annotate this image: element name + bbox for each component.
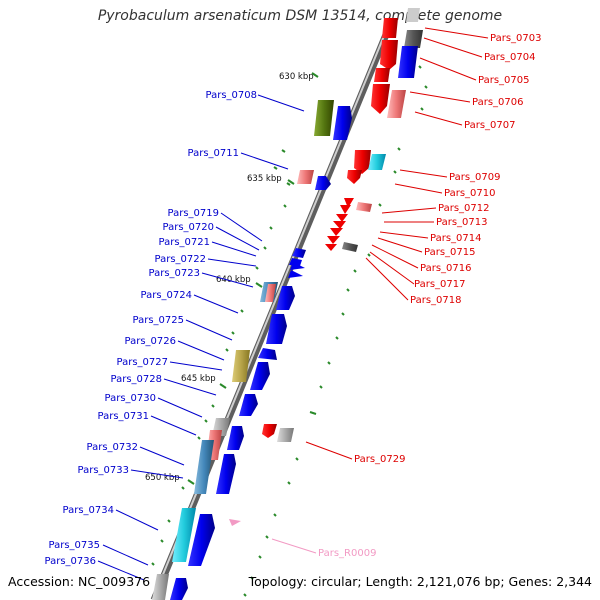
gene-feature[interactable] <box>404 30 423 48</box>
gene-label[interactable]: Pars_R0009 <box>318 548 376 559</box>
gene-feature[interactable] <box>368 154 386 170</box>
gene-label[interactable]: Pars_0731 <box>98 411 149 422</box>
gene-label[interactable]: Pars_0720 <box>163 222 214 233</box>
scale-label: 630 kbp <box>279 72 314 82</box>
gene-feature[interactable] <box>371 84 390 114</box>
gene-label[interactable]: Pars_0718 <box>410 295 461 306</box>
gene-feature[interactable] <box>336 214 348 222</box>
gene-feature[interactable] <box>292 248 306 258</box>
forward-strand-genes <box>152 100 352 600</box>
gene-feature[interactable] <box>398 46 418 78</box>
gene-label[interactable]: Pars_0735 <box>49 540 100 551</box>
right-gene-labels: Pars_0703 Pars_0704 Pars_0705 Pars_0706 … <box>354 33 541 465</box>
gene-feature[interactable] <box>344 198 354 208</box>
gene-feature[interactable] <box>216 454 236 494</box>
right-label-leaders <box>305 27 489 460</box>
gene-label[interactable]: Pars_0736 <box>45 556 96 567</box>
genome-summary-label: Topology: circular; Length: 2,121,076 bp… <box>248 574 592 589</box>
gene-label[interactable]: Pars_0710 <box>444 188 495 199</box>
gene-label[interactable]: Pars_0708 <box>206 90 257 101</box>
scale-label: 640 kbp <box>216 275 251 285</box>
gene-feature[interactable] <box>333 106 352 140</box>
gene-feature[interactable] <box>325 244 337 251</box>
gene-label[interactable]: Pars_0727 <box>117 357 168 368</box>
gene-label[interactable]: Pars_0733 <box>78 465 129 476</box>
gene-feature[interactable] <box>172 508 196 562</box>
gene-feature[interactable] <box>188 514 215 566</box>
gene-feature[interactable] <box>340 205 351 214</box>
gene-label[interactable]: Pars_0715 <box>424 247 475 258</box>
gene-feature[interactable] <box>277 428 294 442</box>
gene-feature[interactable] <box>170 578 188 600</box>
gene-feature[interactable] <box>315 176 331 190</box>
scale-label: 635 kbp <box>247 174 282 184</box>
gene-feature[interactable] <box>152 574 169 600</box>
gene-label[interactable]: Pars_0728 <box>111 374 162 385</box>
gene-feature[interactable] <box>262 424 277 438</box>
gene-label[interactable]: Pars_0709 <box>449 172 500 183</box>
gene-feature[interactable] <box>387 90 406 118</box>
gene-label[interactable]: Pars_0711 <box>188 148 239 159</box>
left-label-leaders <box>97 94 305 581</box>
gene-feature[interactable] <box>239 394 258 416</box>
gene-label[interactable]: Pars_0713 <box>436 217 487 228</box>
gene-label[interactable]: Pars_0704 <box>484 52 535 63</box>
rna-label-leader <box>271 538 317 554</box>
scale-label: 645 kbp <box>181 374 216 384</box>
gene-label[interactable]: Pars_0723 <box>149 268 200 279</box>
accession-label: Accession: NC_009376 <box>8 574 151 589</box>
gene-label[interactable]: Pars_0712 <box>438 203 489 214</box>
gene-feature[interactable] <box>290 262 305 270</box>
gene-feature[interactable] <box>380 40 398 70</box>
gene-feature[interactable] <box>374 68 390 82</box>
gene-label[interactable]: Pars_0722 <box>155 254 206 265</box>
gene-label[interactable]: Pars_0721 <box>159 237 210 248</box>
gene-feature[interactable] <box>342 242 358 252</box>
gene-label[interactable]: Pars_0703 <box>490 33 541 44</box>
gene-label[interactable]: Pars_0717 <box>414 279 465 290</box>
gene-label[interactable]: Pars_0716 <box>420 263 471 274</box>
gene-label[interactable]: Pars_0730 <box>105 393 156 404</box>
gene-feature[interactable] <box>194 440 214 494</box>
gene-feature[interactable] <box>347 170 362 184</box>
scale-labels: 630 kbp 635 kbp 640 kbp 645 kbp 650 kbp <box>145 72 314 483</box>
gene-feature[interactable] <box>276 286 295 310</box>
gene-feature[interactable] <box>297 170 314 184</box>
gene-label[interactable]: Pars_0719 <box>168 208 219 219</box>
gene-label[interactable]: Pars_0726 <box>125 336 176 347</box>
gene-label[interactable]: Pars_0705 <box>478 75 529 86</box>
gene-label[interactable]: Pars_0725 <box>133 315 184 326</box>
gene-label[interactable]: Pars_0734 <box>63 505 114 516</box>
reverse-strand-genes <box>262 8 423 442</box>
gene-feature[interactable] <box>333 221 346 229</box>
gene-feature[interactable] <box>327 236 340 244</box>
gene-label[interactable]: Pars_0706 <box>472 97 523 108</box>
gene-feature[interactable] <box>227 426 244 450</box>
gene-feature[interactable] <box>266 314 287 344</box>
rna-gene-labels: Pars_R0009 <box>318 548 376 559</box>
gene-feature[interactable] <box>356 202 372 212</box>
gene-feature[interactable] <box>258 348 277 360</box>
scale-label: 650 kbp <box>145 473 180 483</box>
genome-title: Pyrobaculum arsenaticum DSM 13514, compl… <box>97 8 503 24</box>
gene-label[interactable]: Pars_0729 <box>354 454 405 465</box>
gene-label[interactable]: Pars_0714 <box>430 233 481 244</box>
gene-feature[interactable] <box>330 228 343 236</box>
gene-label[interactable]: Pars_0732 <box>87 442 138 453</box>
tick-marks <box>151 65 428 597</box>
gene-feature[interactable] <box>232 350 250 382</box>
left-gene-labels: Pars_0708 Pars_0711 Pars_0719 Pars_0720 … <box>45 90 257 567</box>
gene-feature[interactable] <box>314 100 334 136</box>
rna-gene-feature[interactable] <box>229 519 241 526</box>
gene-feature[interactable] <box>288 270 303 278</box>
gene-label[interactable]: Pars_0707 <box>464 120 515 131</box>
gene-feature[interactable] <box>250 362 270 390</box>
gene-label[interactable]: Pars_0724 <box>141 290 192 301</box>
gene-feature[interactable] <box>354 150 371 174</box>
